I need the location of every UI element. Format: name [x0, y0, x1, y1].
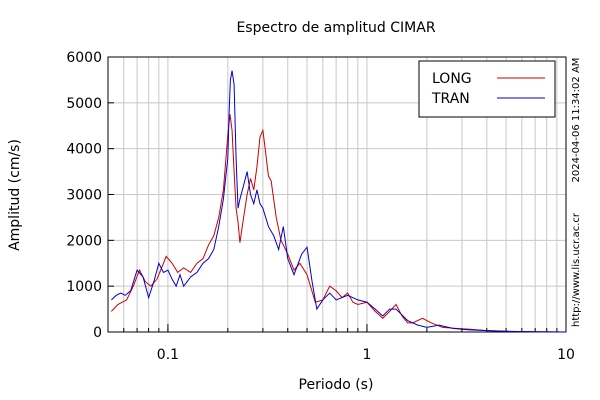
y-tick-label: 6000	[66, 50, 102, 66]
x-tick-label: 1	[362, 347, 371, 363]
series-line-tran	[111, 70, 567, 333]
y-tick-label: 5000	[66, 96, 102, 112]
y-tick-label: 4000	[66, 142, 102, 158]
x-tick-label: 0.1	[157, 347, 179, 363]
axis-ticks: 0 1000 2000 3000 4000 5000 6000 0.1 1 10	[66, 50, 575, 363]
legend-label-long: LONG	[432, 71, 472, 87]
legend: LONG TRAN	[418, 60, 556, 118]
y-tick-label: 0	[93, 325, 102, 341]
y-tick-label: 2000	[66, 233, 102, 249]
y-axis-label: Amplitud (cm/s)	[7, 139, 23, 251]
legend-box	[418, 60, 556, 118]
chart-title: Espectro de amplitud CIMAR	[236, 20, 435, 36]
y-tick-label: 3000	[66, 188, 102, 204]
source-url-label: http://www.lis.ucr.ac.cr	[571, 212, 582, 327]
x-axis-label: Periodo (s)	[299, 377, 374, 393]
y-tick-label: 1000	[66, 279, 102, 295]
grid	[107, 56, 567, 333]
legend-label-tran: TRAN	[431, 91, 470, 107]
x-tick-label: 10	[557, 347, 575, 363]
timestamp-label: 2024-04-06 11:34:02 AM	[571, 58, 582, 183]
series-lines	[111, 70, 567, 333]
